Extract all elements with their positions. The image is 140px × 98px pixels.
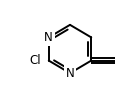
Text: Cl: Cl	[29, 54, 41, 67]
Text: N: N	[44, 31, 53, 44]
Text: N: N	[66, 67, 74, 80]
